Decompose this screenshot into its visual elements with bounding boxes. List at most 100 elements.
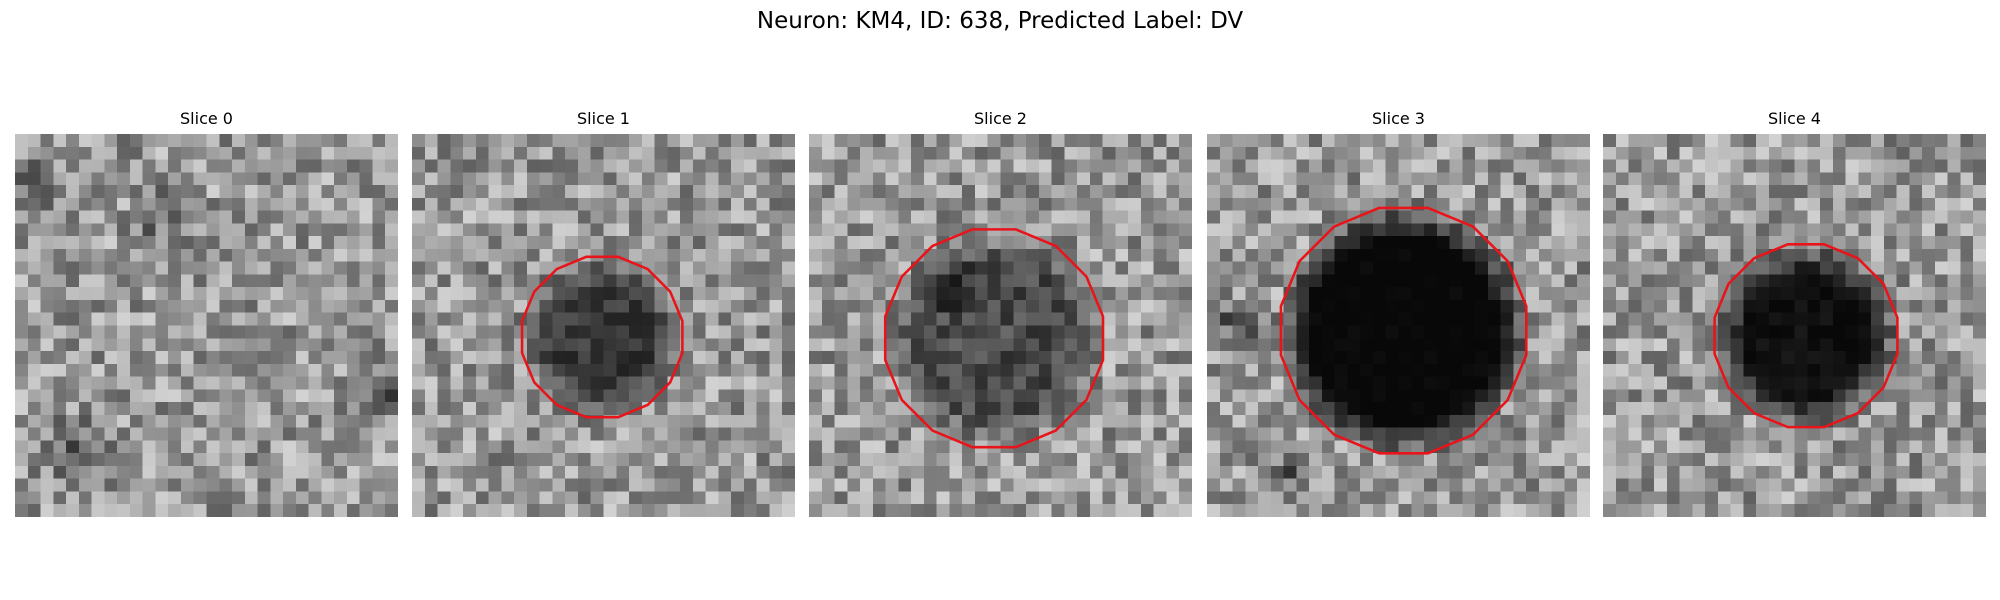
pixel	[872, 210, 886, 224]
pixel	[629, 376, 643, 390]
pixel	[743, 299, 757, 313]
pixel	[1768, 440, 1782, 454]
pixel	[1743, 363, 1757, 377]
pixel	[232, 261, 246, 275]
pixel	[654, 338, 668, 352]
pixel	[1436, 389, 1450, 403]
pixel	[1513, 491, 1527, 505]
pixel	[40, 504, 54, 517]
pixel	[1781, 453, 1795, 467]
pixel	[1896, 453, 1910, 467]
pixel	[539, 376, 553, 390]
pixel	[53, 504, 67, 517]
pixel	[514, 325, 528, 339]
pixel	[117, 134, 131, 148]
pixel	[1398, 338, 1412, 352]
pixel	[718, 504, 732, 517]
pixel	[782, 465, 795, 479]
pixel	[1896, 287, 1910, 301]
pixel	[1883, 414, 1897, 428]
pixel	[1947, 491, 1961, 505]
pixel	[257, 287, 271, 301]
pixel	[1449, 414, 1463, 428]
pixel	[1309, 312, 1323, 326]
pixel	[91, 159, 105, 173]
pixel	[53, 236, 67, 250]
pixel	[372, 338, 386, 352]
pixel	[860, 172, 874, 186]
pixel	[1360, 363, 1374, 377]
pixel	[1258, 414, 1272, 428]
pixel	[359, 159, 373, 173]
pixel	[1692, 274, 1706, 288]
pixel	[244, 427, 258, 441]
pixel	[1462, 504, 1476, 517]
pixel	[1166, 325, 1180, 339]
pixel	[782, 261, 795, 275]
pixel	[346, 312, 360, 326]
pixel	[283, 504, 297, 517]
pixel	[1000, 210, 1014, 224]
pixel	[27, 338, 41, 352]
pixel	[1411, 172, 1425, 186]
pixel	[1641, 299, 1655, 313]
pixel	[603, 453, 617, 467]
pixel	[206, 159, 220, 173]
pixel	[641, 185, 655, 199]
pixel	[117, 274, 131, 288]
pixel	[1462, 325, 1476, 339]
pixel	[1526, 325, 1540, 339]
pixel	[244, 274, 258, 288]
pixel	[1140, 261, 1154, 275]
pixel	[1909, 363, 1923, 377]
pixel	[1411, 287, 1425, 301]
pixel	[1245, 248, 1259, 262]
pixel	[257, 146, 271, 160]
pixel	[680, 402, 694, 416]
pixel	[1807, 414, 1821, 428]
pixel	[1153, 287, 1167, 301]
pixel	[692, 325, 706, 339]
pixel	[577, 159, 591, 173]
pixel	[168, 261, 182, 275]
pixel	[526, 274, 540, 288]
pixel	[1820, 478, 1834, 492]
pixel	[437, 376, 451, 390]
pixel	[1947, 274, 1961, 288]
pixel	[1551, 223, 1565, 237]
pixel	[321, 351, 335, 365]
pixel	[1679, 338, 1693, 352]
pixel	[15, 223, 29, 237]
pixel	[1883, 478, 1897, 492]
pixel	[1102, 376, 1116, 390]
pixel	[1756, 389, 1770, 403]
pixel	[1013, 197, 1027, 211]
pixel	[1000, 402, 1014, 416]
pixel	[244, 197, 258, 211]
pixel	[1436, 146, 1450, 160]
pixel	[1513, 478, 1527, 492]
pixel	[1385, 491, 1399, 505]
pixel	[129, 465, 143, 479]
pixel	[1526, 453, 1540, 467]
pixel	[539, 299, 553, 313]
pixel	[359, 287, 373, 301]
pixel	[1768, 504, 1782, 517]
pixel	[577, 491, 591, 505]
pixel	[590, 223, 604, 237]
pixel	[1449, 338, 1463, 352]
pixel	[206, 185, 220, 199]
pixel	[359, 299, 373, 313]
pixel	[526, 402, 540, 416]
pixel	[321, 236, 335, 250]
pixel	[1666, 363, 1680, 377]
pixel	[1551, 236, 1565, 250]
pixel	[1679, 312, 1693, 326]
pixel	[962, 134, 976, 148]
pixel	[834, 338, 848, 352]
pixel	[1411, 223, 1425, 237]
pixel	[1577, 465, 1590, 479]
pixel	[1115, 146, 1129, 160]
pixel	[78, 236, 92, 250]
pixel	[1038, 185, 1052, 199]
